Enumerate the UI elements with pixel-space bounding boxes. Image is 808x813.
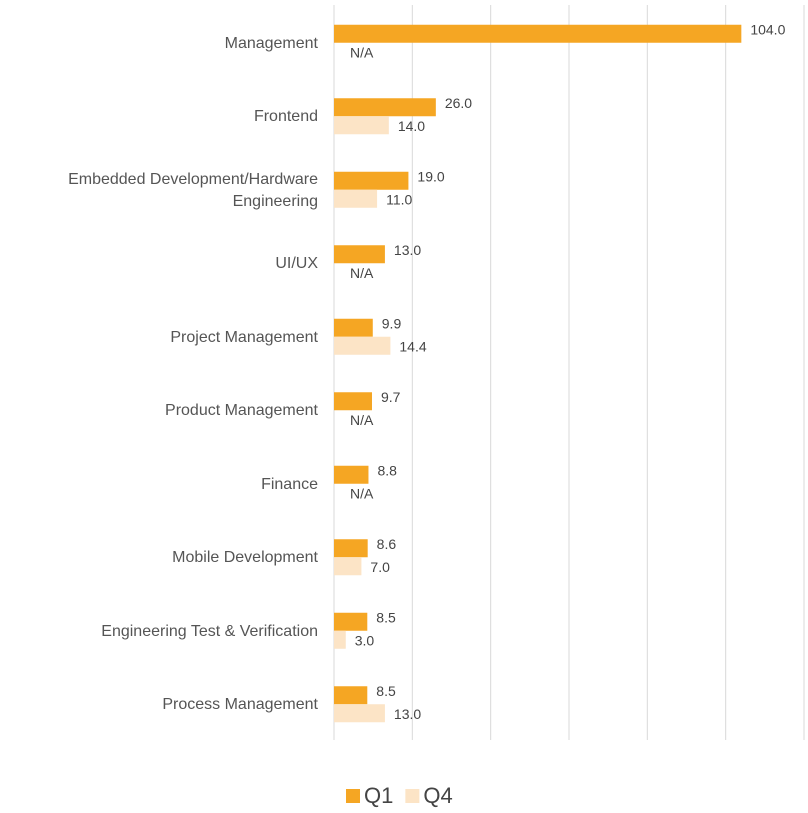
category-label: Embedded Development/Hardware Engineerin… <box>68 170 318 210</box>
bar <box>334 171 409 190</box>
bar <box>334 465 369 484</box>
category-label: Mobile Development <box>172 549 318 567</box>
bar <box>334 318 373 337</box>
category-label: Management <box>224 34 318 52</box>
value-label: 104.0 <box>750 21 785 37</box>
value-label: 7.0 <box>370 559 390 575</box>
legend-label: Q1 <box>364 783 393 808</box>
value-label: 14.0 <box>398 118 425 134</box>
category-label: Process Management <box>162 696 318 714</box>
bar <box>334 704 385 723</box>
category-label: Frontend <box>253 108 318 126</box>
bar <box>334 630 346 649</box>
value-label: 8.6 <box>377 536 397 552</box>
bar <box>334 336 391 355</box>
value-label: 8.5 <box>376 609 396 625</box>
value-label: 13.0 <box>394 242 421 258</box>
bar <box>334 24 742 43</box>
value-label: N/A <box>350 485 374 501</box>
value-label: 13.0 <box>394 706 421 722</box>
legend-swatch <box>405 789 420 803</box>
category-label: UI/UX <box>275 255 318 273</box>
value-label: 19.0 <box>417 168 444 184</box>
value-label: 26.0 <box>445 95 472 111</box>
value-label: N/A <box>350 44 374 60</box>
bar <box>334 392 372 411</box>
bar <box>334 189 378 208</box>
category-label: Engineering Test & Verification <box>101 622 318 640</box>
bar <box>334 612 368 631</box>
value-label: 9.9 <box>382 315 402 331</box>
value-label: N/A <box>350 412 374 428</box>
legend-swatch <box>346 789 360 803</box>
value-label: 11.0 <box>386 191 412 207</box>
bar <box>334 557 362 576</box>
value-label: N/A <box>350 265 374 281</box>
bar <box>334 116 389 135</box>
bar <box>334 686 368 705</box>
value-label: 9.7 <box>381 389 401 405</box>
bar <box>334 245 385 264</box>
category-label: Finance <box>261 475 318 493</box>
category-label: Project Management <box>170 328 318 346</box>
bar <box>334 98 436 117</box>
value-label: 8.5 <box>376 683 396 699</box>
bar <box>334 539 368 558</box>
legend-label: Q4 <box>423 783 452 808</box>
value-label: 14.4 <box>399 338 426 354</box>
category-label: Product Management <box>165 402 318 420</box>
value-label: 3.0 <box>355 632 375 648</box>
value-label: 8.8 <box>377 462 397 478</box>
